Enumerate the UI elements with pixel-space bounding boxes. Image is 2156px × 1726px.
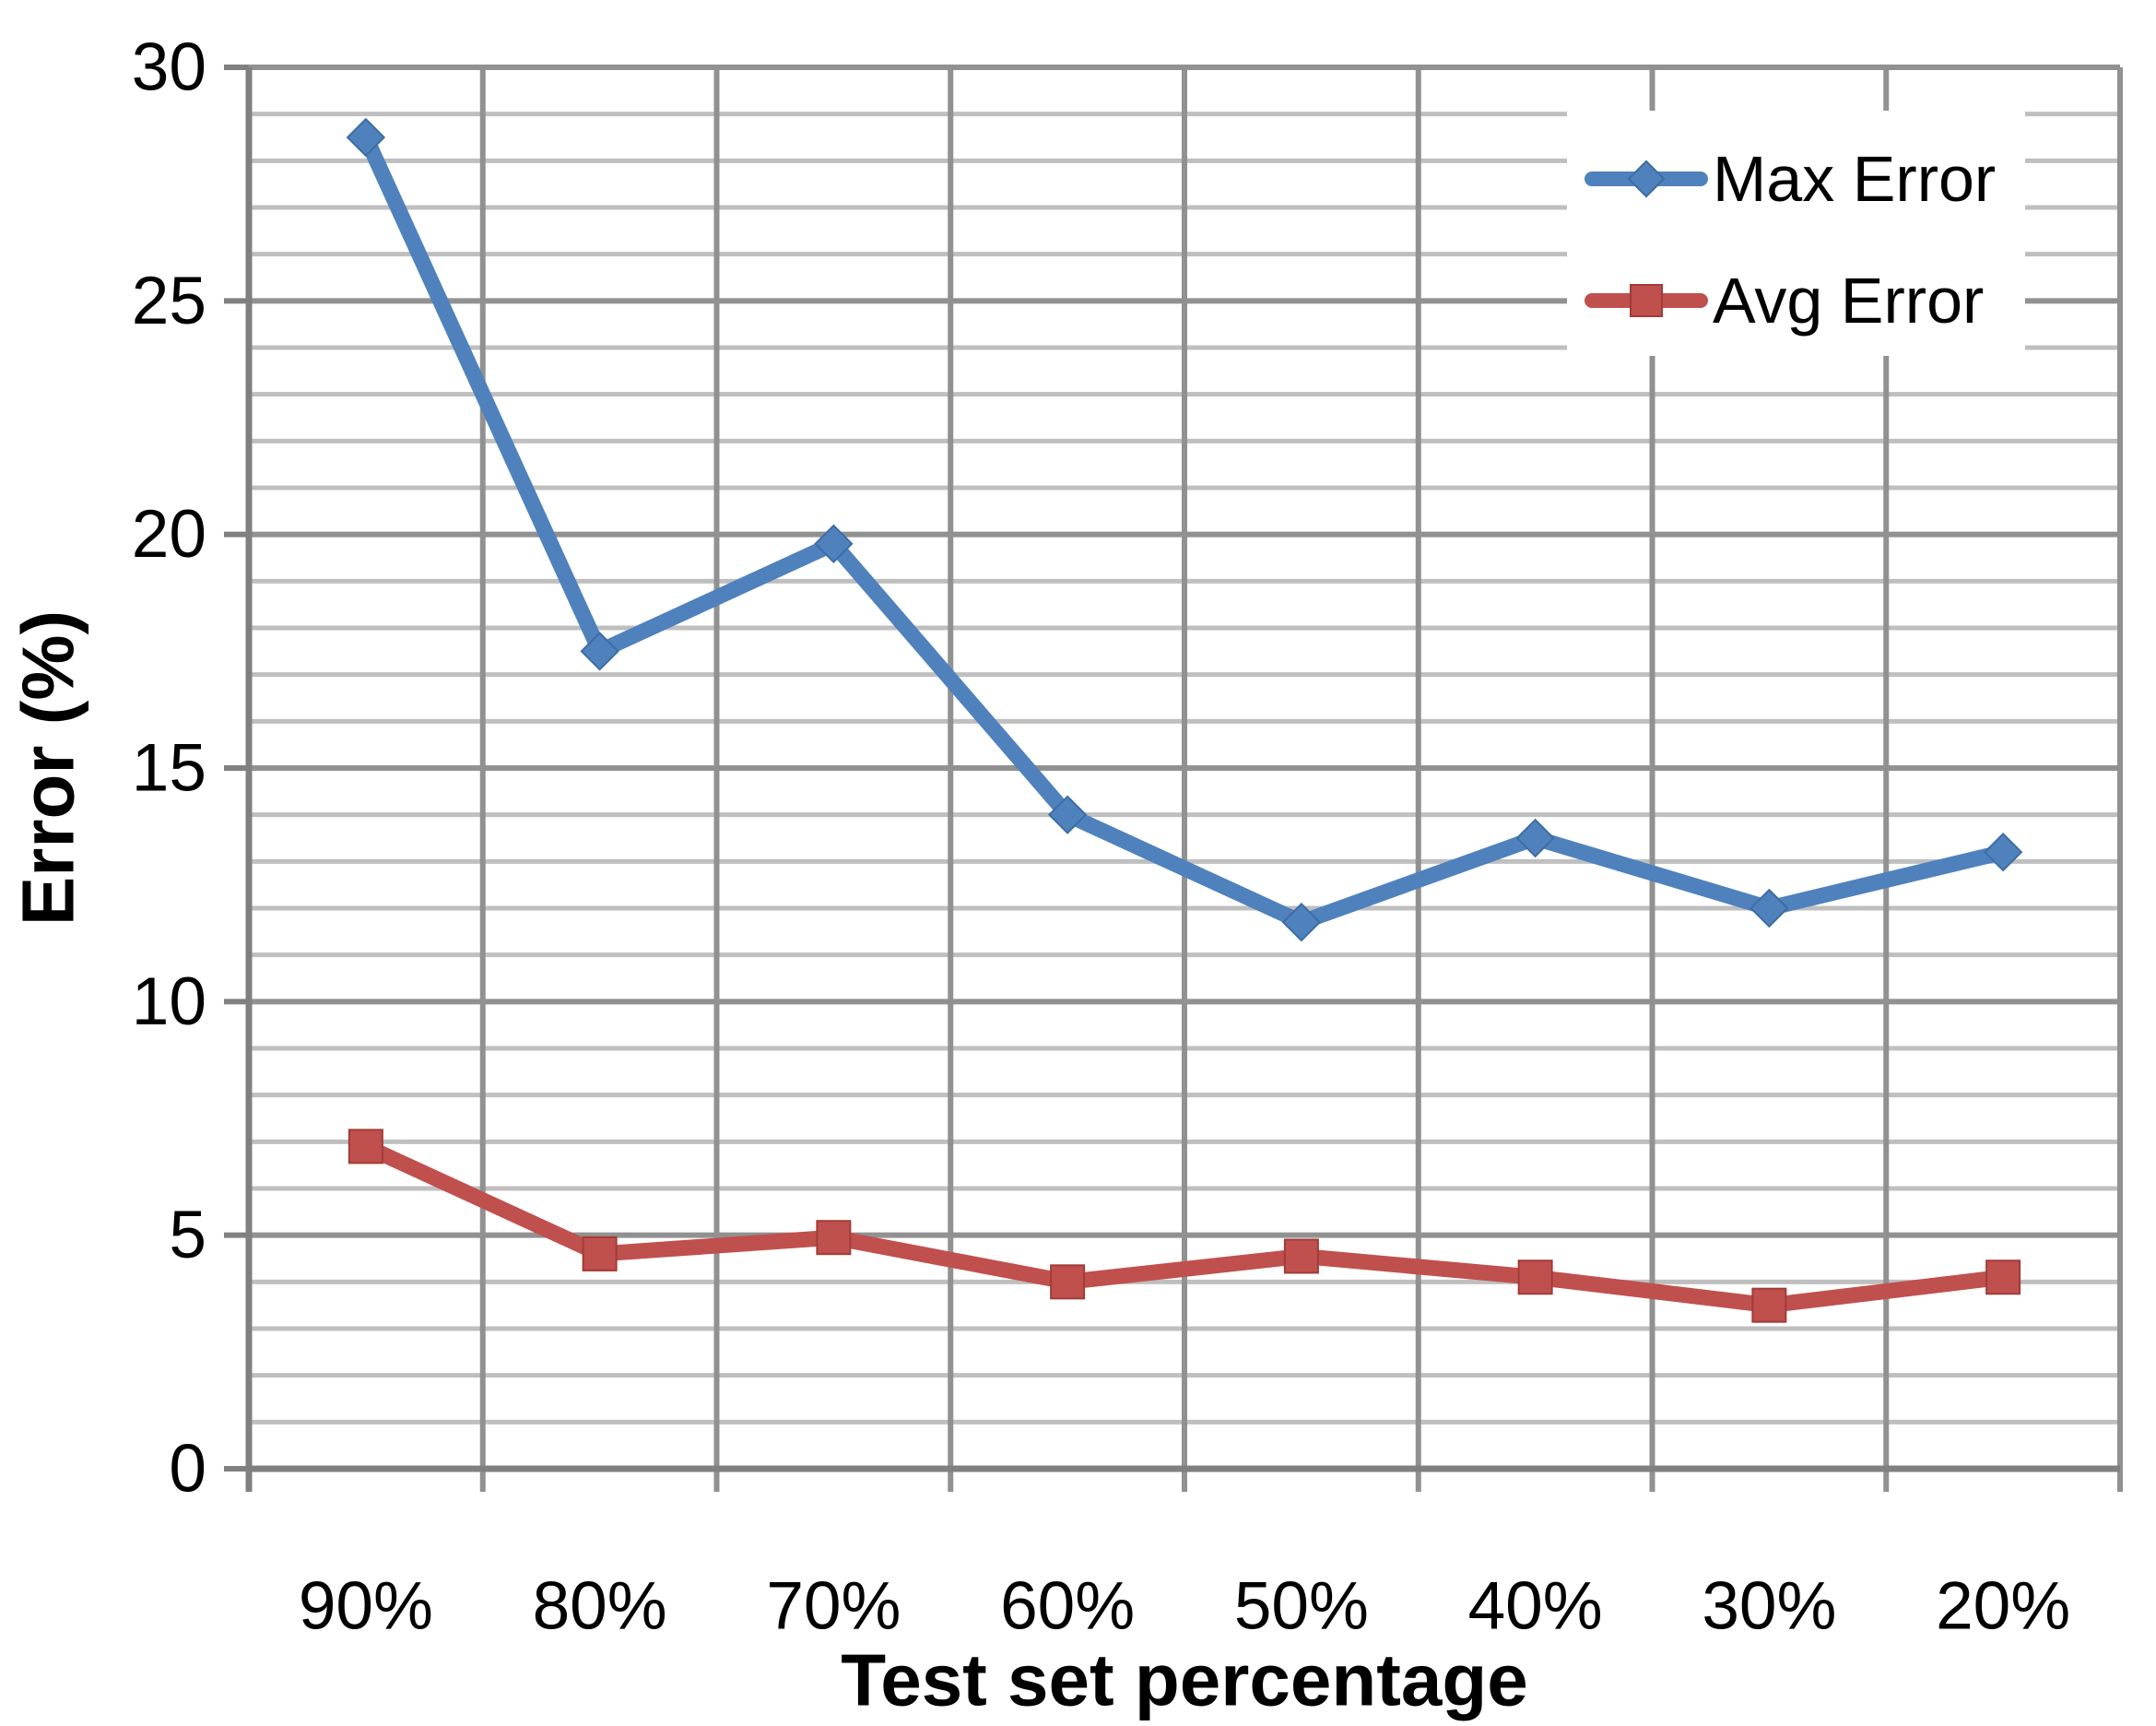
data-point-square-marker bbox=[1283, 1238, 1319, 1274]
y-tick-label: 0 bbox=[169, 1432, 206, 1507]
y-tick-label: 5 bbox=[169, 1198, 206, 1272]
legend-samples bbox=[1585, 160, 1708, 317]
y-tick-label: 30 bbox=[132, 30, 206, 105]
y-tick-label: 15 bbox=[132, 731, 206, 806]
data-point-diamond-marker bbox=[1983, 832, 2023, 872]
y-tick-label: 10 bbox=[132, 964, 206, 1039]
x-category-label: 50% bbox=[1234, 1569, 1369, 1644]
data-point-diamond-marker bbox=[580, 632, 619, 671]
legend: Max Error Avg Error bbox=[1567, 111, 2025, 356]
max-error-line bbox=[358, 129, 2011, 930]
data-point-diamond-marker bbox=[346, 117, 386, 158]
y-axis-title: Error (%) bbox=[7, 610, 89, 926]
data-point-diamond-marker bbox=[1047, 795, 1088, 834]
x-category-label: 60% bbox=[1000, 1569, 1135, 1644]
data-point-square-marker bbox=[1517, 1259, 1553, 1295]
data-point-diamond-marker bbox=[1750, 888, 1789, 928]
legend-label-max-error: Max Error bbox=[1713, 143, 1996, 215]
data-point-square-marker bbox=[1985, 1259, 2021, 1295]
data-point-square-marker bbox=[582, 1235, 618, 1271]
data-point-square-marker bbox=[1050, 1264, 1086, 1300]
data-point-square-marker bbox=[348, 1129, 383, 1164]
y-tick-label: 20 bbox=[132, 497, 206, 572]
data-point-diamond-marker bbox=[814, 524, 854, 564]
x-category-label: 20% bbox=[1936, 1569, 2070, 1644]
x-category-label: 90% bbox=[299, 1569, 433, 1644]
x-category-label: 70% bbox=[766, 1569, 901, 1644]
legend-sample-diamond-marker bbox=[1627, 160, 1666, 198]
x-category-label: 40% bbox=[1468, 1569, 1603, 1644]
data-point-diamond-marker bbox=[1281, 902, 1322, 942]
legend-sample-square-marker bbox=[1630, 284, 1663, 317]
avg-error-line bbox=[358, 1138, 2011, 1314]
x-axis-title: Test set percentage bbox=[841, 1639, 1527, 1721]
series-group bbox=[346, 117, 2023, 1323]
y-tick-label: 25 bbox=[132, 264, 206, 338]
legend-label-avg-error: Avg Error bbox=[1713, 265, 1984, 337]
data-point-square-marker bbox=[1751, 1287, 1787, 1323]
x-category-label: 30% bbox=[1702, 1569, 1836, 1644]
axes: 0 5 10 15 20 25 30 90% 80% 70% 60% 50% 40% 30% 20% bbox=[132, 30, 2123, 1644]
data-point-diamond-marker bbox=[1515, 818, 1555, 858]
x-category-label: 80% bbox=[533, 1569, 667, 1644]
data-point-square-marker bbox=[816, 1220, 852, 1256]
